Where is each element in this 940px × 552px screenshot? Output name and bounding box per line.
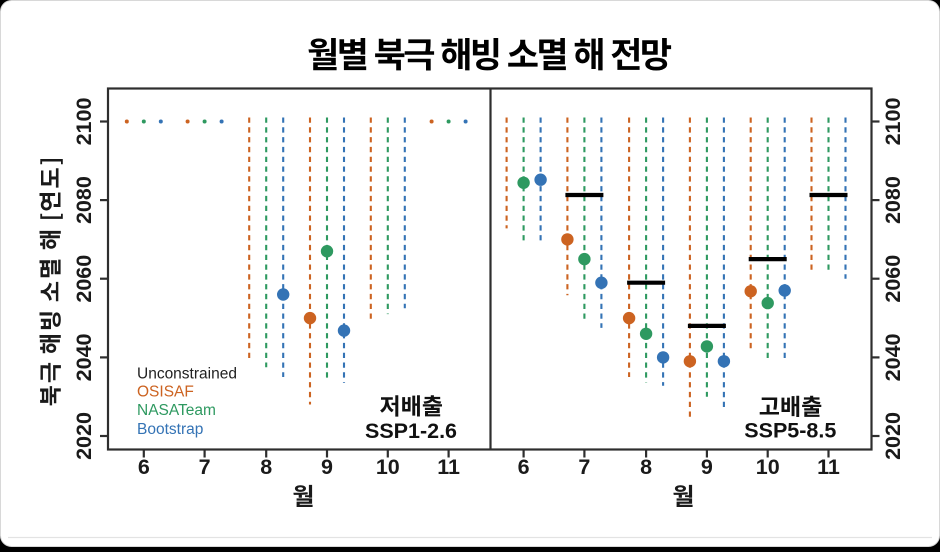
svg-text:OSISAF: OSISAF [137,384,194,401]
svg-text:11: 11 [437,455,460,479]
svg-text:6: 6 [518,455,530,479]
svg-text:10: 10 [756,455,780,479]
svg-text:Bootstrap: Bootstrap [137,421,203,438]
svg-text:2080: 2080 [72,176,96,224]
svg-text:SSP1-2.6: SSP1-2.6 [365,419,457,443]
svg-text:NASATeam: NASATeam [137,402,216,419]
svg-text:6: 6 [138,455,150,479]
svg-text:7: 7 [578,455,590,479]
svg-text:2020: 2020 [881,412,905,460]
svg-text:2100: 2100 [72,98,96,146]
svg-text:2060: 2060 [72,255,96,303]
svg-text:SSP5-8.5: SSP5-8.5 [744,419,836,443]
svg-text:11: 11 [817,455,840,479]
svg-text:2060: 2060 [881,255,905,303]
svg-text:9: 9 [701,455,713,479]
svg-text:10: 10 [376,455,400,479]
svg-text:2080: 2080 [881,176,905,224]
svg-text:2040: 2040 [881,333,905,381]
svg-text:2100: 2100 [881,98,905,146]
svg-text:Unconstrained: Unconstrained [137,366,237,383]
svg-text:2020: 2020 [72,412,96,460]
svg-text:8: 8 [640,455,652,479]
svg-text:7: 7 [199,455,211,479]
svg-text:9: 9 [321,455,333,479]
svg-text:8: 8 [260,455,272,479]
svg-text:2040: 2040 [72,333,96,381]
